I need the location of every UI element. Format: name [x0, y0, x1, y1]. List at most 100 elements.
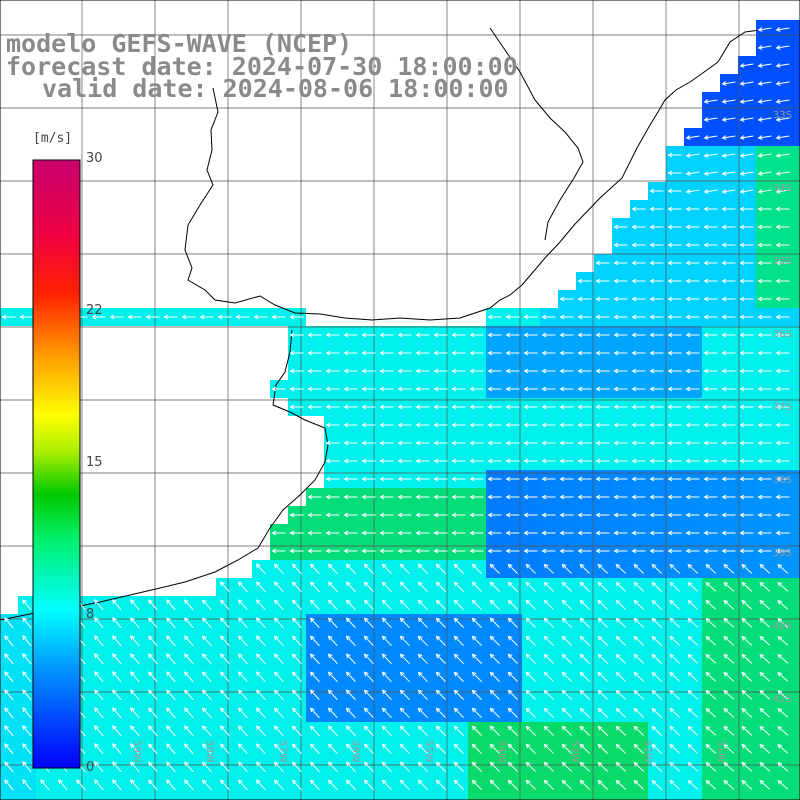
wind-arrowhead — [433, 422, 439, 428]
wind-arrowhead — [685, 530, 691, 536]
wind-arrowhead — [505, 314, 511, 320]
wind-arrowhead — [309, 635, 315, 641]
wind-arrowhead — [649, 368, 655, 374]
wind-arrow — [22, 707, 32, 719]
wind-arrow — [777, 600, 789, 610]
wind-arrow — [418, 671, 428, 683]
wind-arrowhead — [685, 476, 691, 482]
wind-speed-cell — [126, 794, 144, 800]
wind-arrow — [256, 599, 266, 611]
wind-arrowhead — [489, 563, 495, 569]
wind-speed-cell — [576, 794, 594, 800]
wind-speed-cell — [792, 722, 800, 740]
wind-arrowhead — [775, 206, 781, 212]
wind-arrowhead — [613, 386, 619, 392]
wind-arrow — [382, 707, 392, 719]
wind-arrowhead — [759, 563, 765, 569]
wind-arrowhead — [741, 581, 747, 587]
wind-arrowhead — [433, 404, 439, 410]
wind-arrowhead — [237, 653, 243, 659]
wind-speed-cell — [792, 686, 800, 704]
wind-arrow — [579, 780, 591, 790]
wind-arrowhead — [613, 404, 619, 410]
wind-arrowhead — [471, 617, 477, 623]
wind-arrow — [705, 726, 717, 736]
wind-speed-cell — [486, 794, 504, 800]
wind-arrowhead — [451, 530, 457, 536]
colorbar-tick: 8 — [86, 607, 95, 622]
wind-arrowhead — [397, 332, 403, 338]
wind-arrowhead — [381, 563, 387, 569]
wind-arrowhead — [649, 440, 655, 446]
wind-arrow — [759, 690, 771, 700]
wind-arrow — [526, 690, 536, 700]
wind-arrowhead — [291, 635, 297, 641]
wind-arrow — [740, 171, 754, 175]
wind-arrowhead — [166, 635, 171, 641]
wind-arrow — [615, 582, 627, 592]
wind-arrowhead — [363, 635, 369, 641]
wind-arrow — [202, 761, 212, 773]
wind-arrowhead — [109, 314, 115, 320]
wind-arrow — [382, 761, 392, 773]
wind-arrowhead — [417, 653, 423, 659]
wind-arrowhead — [415, 368, 421, 374]
wind-arrowhead — [649, 530, 655, 536]
wind-arrowhead — [705, 689, 711, 695]
wind-arrow — [328, 689, 338, 701]
wind-arrow — [274, 761, 284, 773]
wind-arrow — [346, 779, 356, 791]
wind-arrow — [256, 617, 266, 629]
wind-arrowhead — [435, 581, 441, 587]
wind-arrow — [723, 690, 735, 700]
wind-arrow — [705, 762, 717, 772]
wind-arrowhead — [453, 599, 459, 605]
wind-arrowhead — [543, 779, 549, 785]
colorbar-tick: 0 — [86, 760, 95, 775]
wind-arrowhead — [183, 653, 189, 659]
wind-arrowhead — [721, 117, 727, 122]
wind-arrowhead — [415, 332, 421, 338]
wind-arrowhead — [777, 563, 783, 569]
wind-arrowhead — [703, 332, 709, 338]
wind-arrowhead — [739, 135, 745, 140]
wind-arrow — [777, 672, 789, 682]
wind-arrowhead — [399, 617, 405, 623]
wind-arrowhead — [130, 743, 135, 749]
wind-arrow — [4, 653, 14, 665]
wind-arrowhead — [651, 599, 657, 605]
wind-arrowhead — [451, 440, 457, 446]
wind-arrowhead — [543, 689, 549, 695]
wind-arrowhead — [219, 617, 225, 623]
wind-arrowhead — [579, 725, 585, 731]
wind-arrowhead — [559, 386, 565, 392]
wind-arrowhead — [597, 671, 603, 677]
wind-arrowhead — [417, 761, 423, 767]
wind-arrowhead — [703, 494, 709, 500]
wind-arrowhead — [291, 671, 297, 677]
wind-arrowhead — [757, 476, 763, 482]
wind-arrowhead — [649, 242, 655, 248]
wind-arrowhead — [381, 707, 387, 713]
wind-speed-cell — [432, 794, 450, 800]
wind-arrow — [328, 707, 338, 719]
wind-arrowhead — [721, 386, 727, 392]
wind-arrow — [328, 779, 338, 791]
wind-arrowhead — [523, 332, 529, 338]
wind-arrow — [184, 743, 194, 755]
wind-arrow — [238, 689, 248, 701]
wind-arrowhead — [541, 332, 547, 338]
wind-arrowhead — [112, 635, 117, 641]
wind-arrowhead — [721, 476, 727, 482]
wind-arrowhead — [309, 725, 315, 731]
wind-arrowhead — [255, 635, 261, 641]
wind-arrowhead — [615, 617, 621, 623]
wind-arrowhead — [685, 242, 691, 248]
wind-arrowhead — [435, 707, 441, 713]
wind-arrowhead — [379, 458, 385, 464]
wind-arrow — [418, 761, 428, 773]
wind-speed-cell — [792, 668, 800, 686]
wind-arrowhead — [507, 725, 513, 731]
wind-arrowhead — [181, 314, 187, 320]
